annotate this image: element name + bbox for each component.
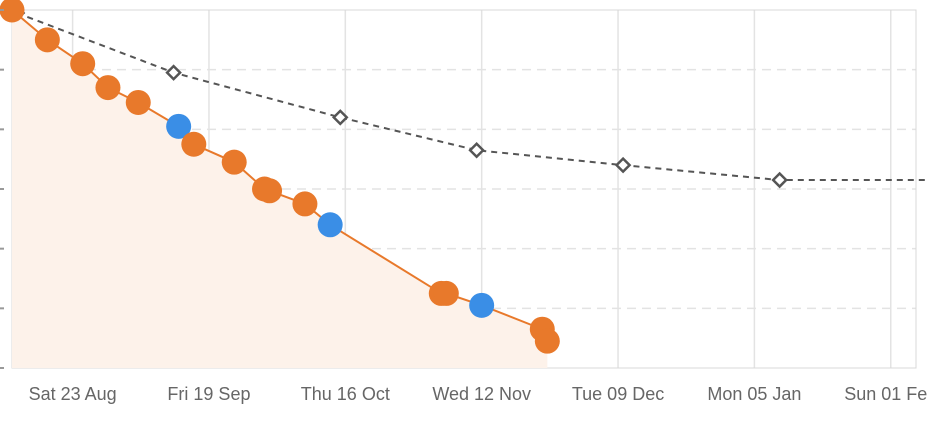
x-tick-label: Thu 16 Oct [301,384,390,404]
actual-point[interactable] [534,328,560,354]
actual-point[interactable] [34,27,60,53]
x-axis: Sat 23 Aug Fri 19 Sep Thu 16 Oct Wed 12 Nov… [29,384,928,404]
actual-point-highlighted[interactable] [317,212,343,238]
projection-point[interactable] [332,109,349,126]
projection-point[interactable] [468,141,485,159]
x-tick-label: Tue 09 Dec [572,384,664,404]
actual-point[interactable] [433,280,459,306]
x-tick-label: Fri 19 Sep [167,384,250,404]
actual-point[interactable] [221,149,247,175]
projection-point[interactable] [165,64,182,81]
actual-point[interactable] [70,51,96,77]
x-tick-label: Wed 12 Nov [432,384,531,404]
actual-series [0,0,560,354]
actual-point[interactable] [95,75,121,101]
x-tick-label: Mon 05 Jan [707,384,801,404]
x-tick-label: Sat 23 Aug [29,384,117,404]
actual-point[interactable] [0,0,25,23]
x-tick-label: Sun 01 Feb [844,384,928,404]
actual-point-highlighted[interactable] [166,113,192,139]
projection-point[interactable] [771,171,788,189]
actual-point[interactable] [292,191,318,217]
actual-point[interactable] [125,89,151,115]
y-axis [0,9,4,369]
projection-point[interactable] [614,156,632,174]
actual-area-layer [12,10,548,368]
actual-point[interactable] [257,178,283,204]
actual-point[interactable] [181,131,207,157]
actual-point-highlighted[interactable] [469,292,495,318]
actual-area [12,10,548,368]
